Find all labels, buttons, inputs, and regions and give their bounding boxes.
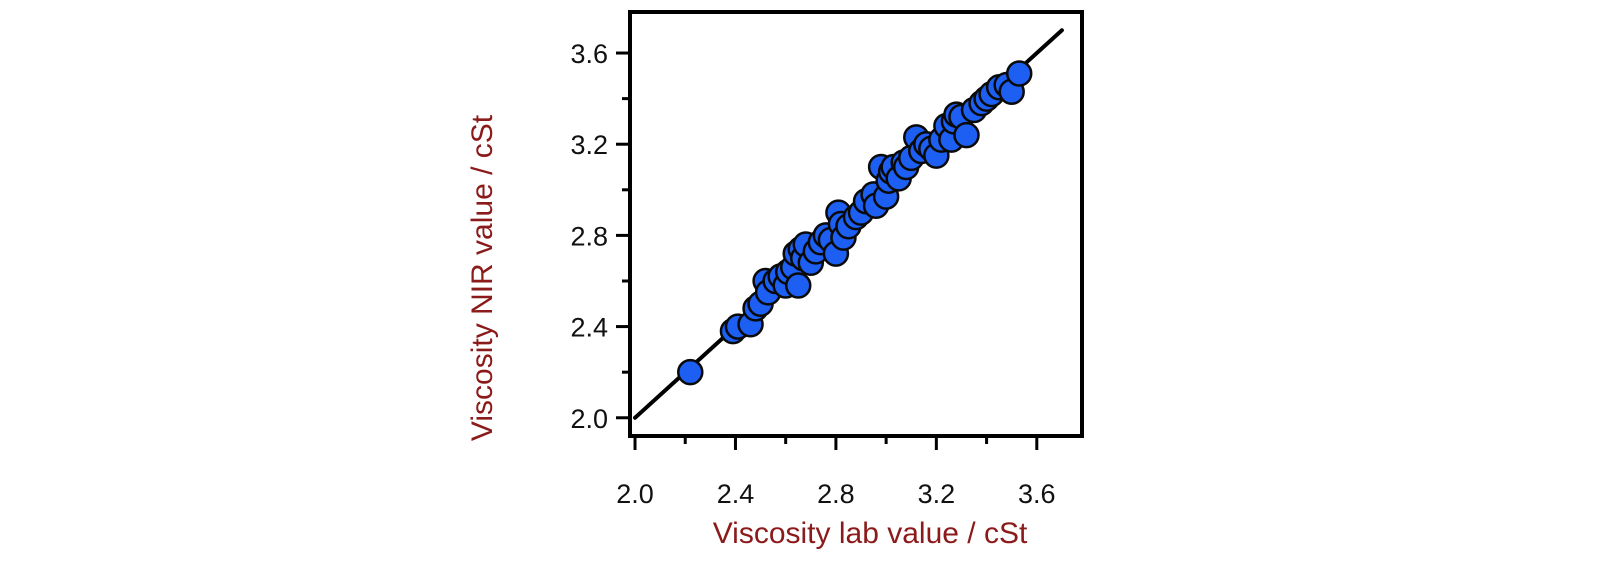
data-point xyxy=(953,121,980,149)
data-point xyxy=(677,358,704,386)
x-axis-ticks xyxy=(633,436,1039,450)
y-axis-ticks xyxy=(616,51,630,420)
x-tick-label: 3.6 xyxy=(1018,479,1056,509)
x-tick-label: 3.2 xyxy=(918,479,956,509)
y-tick-label: 2.8 xyxy=(570,221,608,251)
y-tick-label: 3.6 xyxy=(570,39,608,69)
data-points xyxy=(677,60,1033,386)
y-axis-tick-labels: 2.0 2.4 2.8 3.2 3.6 xyxy=(570,39,608,434)
y-tick-label: 2.4 xyxy=(570,313,608,343)
x-axis-tick-labels: 2.0 2.4 2.8 3.2 3.6 xyxy=(616,479,1055,509)
plot-frame xyxy=(628,10,1084,438)
y-tick-label: 2.0 xyxy=(570,404,608,434)
x-axis-title: Viscosity lab value / cSt xyxy=(713,517,1028,550)
data-point xyxy=(1005,60,1033,87)
x-tick-label: 2.0 xyxy=(616,479,654,509)
x-tick-label: 2.8 xyxy=(817,479,855,509)
x-tick-label: 2.4 xyxy=(717,479,755,509)
y-tick-label: 3.2 xyxy=(570,130,608,160)
data-point xyxy=(784,272,812,299)
y-axis-title: Viscosity NIR value / cSt xyxy=(466,114,499,441)
